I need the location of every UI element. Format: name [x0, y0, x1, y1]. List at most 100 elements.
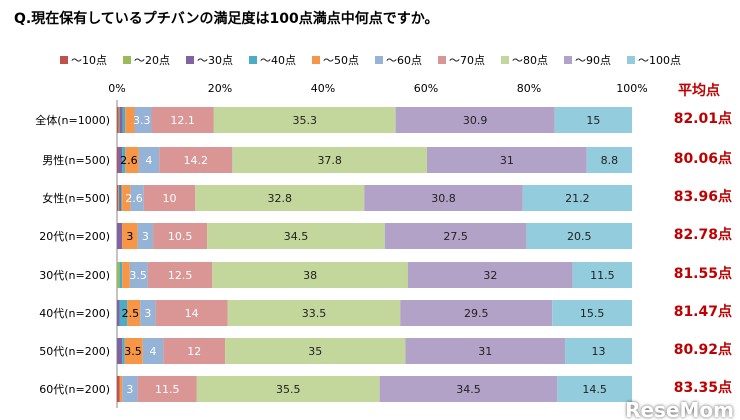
bar-segment: [124, 338, 143, 364]
bar-segment: [127, 300, 141, 326]
bar-segment: [213, 107, 396, 133]
data-label: 31: [500, 154, 514, 167]
data-label: 20.5: [567, 230, 592, 243]
bar-segment: [565, 338, 632, 364]
bar-segment: [526, 223, 632, 249]
bar-segment: [122, 376, 138, 402]
legend-label: ～100点: [638, 54, 681, 67]
bar-segment: [117, 147, 119, 173]
bar-segment: [159, 147, 233, 173]
data-label: 2.6: [120, 154, 138, 167]
data-label: 33.5: [302, 307, 327, 320]
category-label: 全体(n=1000): [35, 114, 110, 127]
average-value: 82.78点: [673, 227, 732, 243]
bar-segment: [407, 262, 573, 288]
bar-segment: [155, 300, 228, 326]
legend-swatch: [249, 56, 257, 64]
bar-segment: [125, 147, 139, 173]
legend-swatch: [312, 56, 320, 64]
category-label: 女性(n=500): [42, 192, 110, 205]
legend-label: ～80点: [512, 54, 548, 67]
data-label: 14: [185, 307, 199, 320]
data-label: 11.5: [590, 269, 615, 282]
legend: ～10点 ～20点 ～30点 ～40点 ～50点 ～60点 ～70点 ～80点 ～90点 ～100…: [60, 52, 681, 68]
legend-label: ～10点: [71, 54, 107, 67]
data-label: 3: [126, 230, 133, 243]
average-value: 81.47点: [673, 304, 732, 320]
legend-item: ～80点: [501, 52, 548, 68]
bar-segment: [522, 185, 632, 211]
bar-segment: [586, 147, 632, 173]
category-label: 30代(n=200): [39, 269, 110, 282]
bar-segment: [130, 185, 144, 211]
legend-swatch: [60, 56, 68, 64]
bar-segment: [364, 185, 523, 211]
bar-segment: [379, 376, 558, 402]
bar-segment: [405, 338, 566, 364]
data-label: 3: [126, 383, 133, 396]
legend-swatch: [564, 56, 572, 64]
bar-segment: [207, 223, 385, 249]
x-tick-label: 20%: [207, 82, 233, 95]
data-label: 14.5: [582, 383, 607, 396]
bar-segment: [147, 262, 213, 288]
legend-item: ～50点: [312, 52, 359, 68]
bar-segment: [122, 262, 130, 288]
watermark-logo: ReseMom: [625, 398, 734, 420]
x-tick-label: 0%: [108, 82, 126, 95]
average-value: 80.06点: [673, 151, 732, 167]
average-value: 81.55点: [673, 266, 732, 282]
bar-segment: [117, 185, 119, 211]
bar-segment: [572, 262, 632, 288]
data-label: 15.5: [580, 307, 605, 320]
data-label: 34.5: [284, 230, 309, 243]
bar-segment: [122, 338, 125, 364]
category-label: 男性(n=500): [42, 154, 110, 167]
bar-segment: [552, 300, 632, 326]
legend-item: ～20点: [123, 52, 170, 68]
data-label: 11.5: [155, 383, 180, 396]
x-tick-label: 60%: [413, 82, 439, 95]
bar-segment: [153, 223, 208, 249]
bar-segment: [196, 376, 380, 402]
data-label: 2.5: [122, 307, 140, 320]
data-label: 38: [303, 269, 317, 282]
bar-segment: [384, 223, 527, 249]
bar-segment: [118, 107, 120, 133]
bar-segment: [142, 338, 164, 364]
bar-segment: [134, 107, 152, 133]
data-label: 4: [145, 154, 152, 167]
data-label: 8.8: [601, 154, 619, 167]
bar-segment: [129, 262, 148, 288]
average-value: 83.35点: [673, 380, 732, 396]
category-label: 60代(n=200): [39, 383, 110, 396]
data-label: 34.5: [456, 383, 481, 396]
bar-segment: [195, 185, 365, 211]
bar-segment: [119, 376, 123, 402]
bar-segment: [427, 147, 587, 173]
bar-segment: [119, 300, 128, 326]
legend-label: ～70点: [449, 54, 485, 67]
legend-label: ～20点: [134, 54, 170, 67]
legend-label: ～30点: [197, 54, 233, 67]
bar-segment: [122, 185, 131, 211]
bar-segment: [121, 185, 123, 211]
data-label: 2.6: [125, 192, 143, 205]
legend-label: ～60点: [386, 54, 422, 67]
legend-swatch: [501, 56, 509, 64]
legend-item: ～90点: [564, 52, 611, 68]
bar-segment: [554, 107, 632, 133]
legend-swatch: [123, 56, 131, 64]
bar-segment: [143, 185, 196, 211]
bar-segment: [119, 262, 123, 288]
bar-segment: [119, 185, 122, 211]
legend-swatch: [375, 56, 383, 64]
average-value: 82.01点: [673, 111, 732, 127]
bar-segment: [225, 338, 406, 364]
bar-segment: [163, 338, 226, 364]
data-label: 30.9: [463, 114, 488, 127]
average-value: 83.96点: [673, 189, 732, 205]
bar-segment: [119, 107, 123, 133]
bar-segment: [557, 376, 632, 402]
